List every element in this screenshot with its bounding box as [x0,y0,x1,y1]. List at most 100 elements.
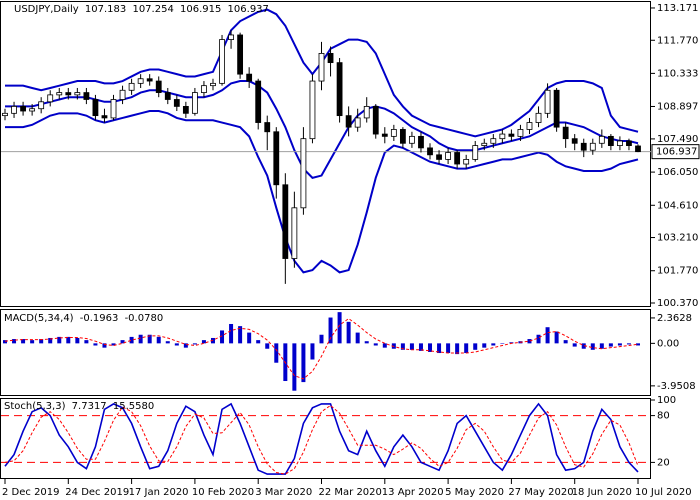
stoch-main-last: 7.7317 [72,401,107,412]
candle-body [56,92,63,96]
candle-body [598,135,605,144]
candle-body [390,129,397,137]
candle-body [246,73,253,82]
histogram-bar [626,343,631,345]
candle-body [210,82,216,87]
histogram-bar [75,337,80,344]
candle-body [626,140,632,146]
last-close: 106.937 [228,4,269,15]
candle-body [228,34,234,40]
macd-title: MACD(5,34,4) -0.1963 -0.0780 [4,313,163,324]
main-panel-border [0,1,651,307]
x-tick-label: 10 Feb 2020 [192,487,254,498]
histogram-bar [346,321,351,344]
price-tag-box [651,144,700,160]
last-open: 107.183 [85,4,126,15]
y-tick-label: 110.333 [657,68,698,79]
candle-body [580,142,587,151]
y-tick-label: 113.171 [657,3,698,14]
y-tick-label: 20 [657,457,670,468]
histogram-bar [617,343,622,346]
histogram-bar [229,323,234,344]
candle-body [445,152,452,160]
macd-last: -0.1963 [80,313,119,324]
candle-body [255,80,262,123]
histogram-bar [220,330,225,344]
histogram-bar [48,337,53,344]
histogram-bar [400,343,405,350]
histogram-bar [66,336,71,344]
histogram-bar [301,343,306,383]
y-tick-label: 107.490 [657,134,698,145]
candle-body [517,129,524,137]
candle-body [454,152,461,165]
last-high: 107.254 [132,4,173,15]
histogram-bar [373,343,378,346]
histogram-bar [437,343,442,354]
stoch-signal-last: 15.5580 [113,401,154,412]
stoch-panel-border [0,398,651,479]
histogram-bar [156,336,161,344]
histogram-bar [30,340,35,344]
histogram-bar [545,327,550,344]
candle-body [110,99,117,119]
symbol-title: USDJPY,Daily [14,4,79,15]
histogram-bar [364,341,369,344]
histogram-bar [527,339,532,344]
histogram-bar [292,343,297,391]
histogram-bar [328,317,333,344]
candle-body [427,147,433,156]
histogram-bar [147,334,152,344]
histogram-bar [183,343,188,348]
x-tick-label: 24 Dec 2019 [65,487,129,498]
histogram-bar [491,343,496,346]
candle-body [173,99,180,107]
histogram-bar [265,343,270,349]
price-tag: 106.937 [651,144,700,160]
y-tick-label: 111.770 [657,35,698,46]
macd-name: MACD(5,34,4) [4,313,74,324]
histogram-bar [455,343,460,355]
macd-signal-last: -0.0780 [125,313,164,324]
histogram-bar [138,334,143,344]
histogram-bar [382,343,387,348]
histogram-bar [201,340,206,344]
candle-body [191,92,198,114]
histogram-bar [428,343,433,352]
histogram-bar [355,332,360,344]
candle-body [2,112,8,117]
candle-body [309,80,316,140]
histogram-bar [636,343,640,346]
histogram-bar [482,343,487,348]
histogram-bar [554,331,559,344]
x-tick-label: 18 Jun 2020 [572,487,632,498]
candle-body [327,52,334,64]
candle-body [526,122,533,130]
x-tick-label: 22 Mar 2020 [319,487,382,498]
histogram-bar [238,326,243,344]
plot-layer: 113.171 111.770 110.333 108.897 107.490 106.0… [1,3,700,498]
histogram-bar [192,343,197,345]
indicator-line [4,317,639,380]
histogram-bar [319,334,324,344]
histogram-bar [12,339,17,344]
y-tick-label: 80 [657,411,670,422]
histogram-bar [93,343,98,346]
histogram-bar [500,343,505,344]
candle-body [119,89,126,100]
candle-body [20,106,26,112]
histogram-bar [3,340,7,344]
y-tick-label: -3.9508 [657,381,696,392]
candle-body [291,207,298,259]
histogram-bar [120,340,125,344]
candle-body [499,133,506,140]
band-line [5,110,639,274]
x-tick-label: 10 Jul 2020 [635,487,692,498]
y-tick-label: 106.050 [657,167,698,178]
candle-body [282,184,289,259]
histogram-bar [572,343,577,347]
stoch-title: Stoch(5,3,3) 7.7317 15.5580 [4,401,154,412]
x-tick-label: 3 Mar 2020 [255,487,312,498]
candle-body [418,135,424,149]
